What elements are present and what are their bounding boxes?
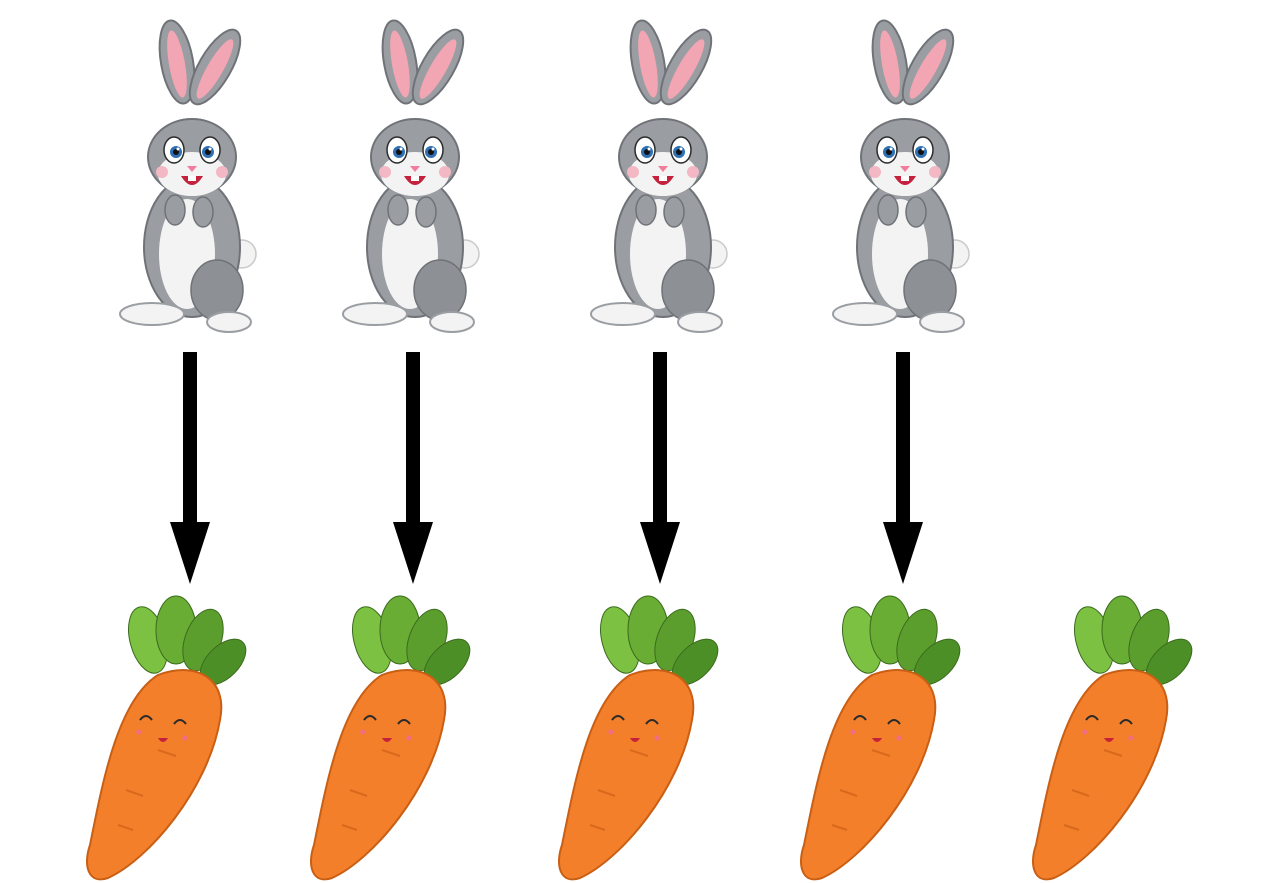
bunny-3	[588, 16, 738, 342]
down-arrow-icon	[883, 352, 923, 584]
arrow-3	[640, 352, 680, 592]
bunny-icon	[119, 16, 257, 333]
down-arrow-icon	[170, 352, 210, 584]
bunny-icon	[342, 16, 480, 333]
carrot-5	[1032, 595, 1214, 881]
bunny-2	[340, 16, 490, 342]
bunny-icon	[832, 16, 970, 333]
carrot-4	[800, 595, 982, 881]
carrot-3	[558, 595, 740, 881]
arrow-2	[393, 352, 433, 592]
carrot-icon	[558, 595, 728, 881]
carrot-icon	[800, 595, 970, 881]
bunny-1	[117, 16, 267, 342]
carrot-icon	[310, 595, 480, 881]
carrot-icon	[1032, 595, 1202, 881]
down-arrow-icon	[393, 352, 433, 584]
carrot-1	[86, 595, 268, 881]
arrow-4	[883, 352, 923, 592]
carrot-2	[310, 595, 492, 881]
down-arrow-icon	[640, 352, 680, 584]
bunny-icon	[590, 16, 728, 333]
carrot-icon	[86, 595, 256, 881]
bunny-4	[830, 16, 980, 342]
arrow-1	[170, 352, 210, 592]
